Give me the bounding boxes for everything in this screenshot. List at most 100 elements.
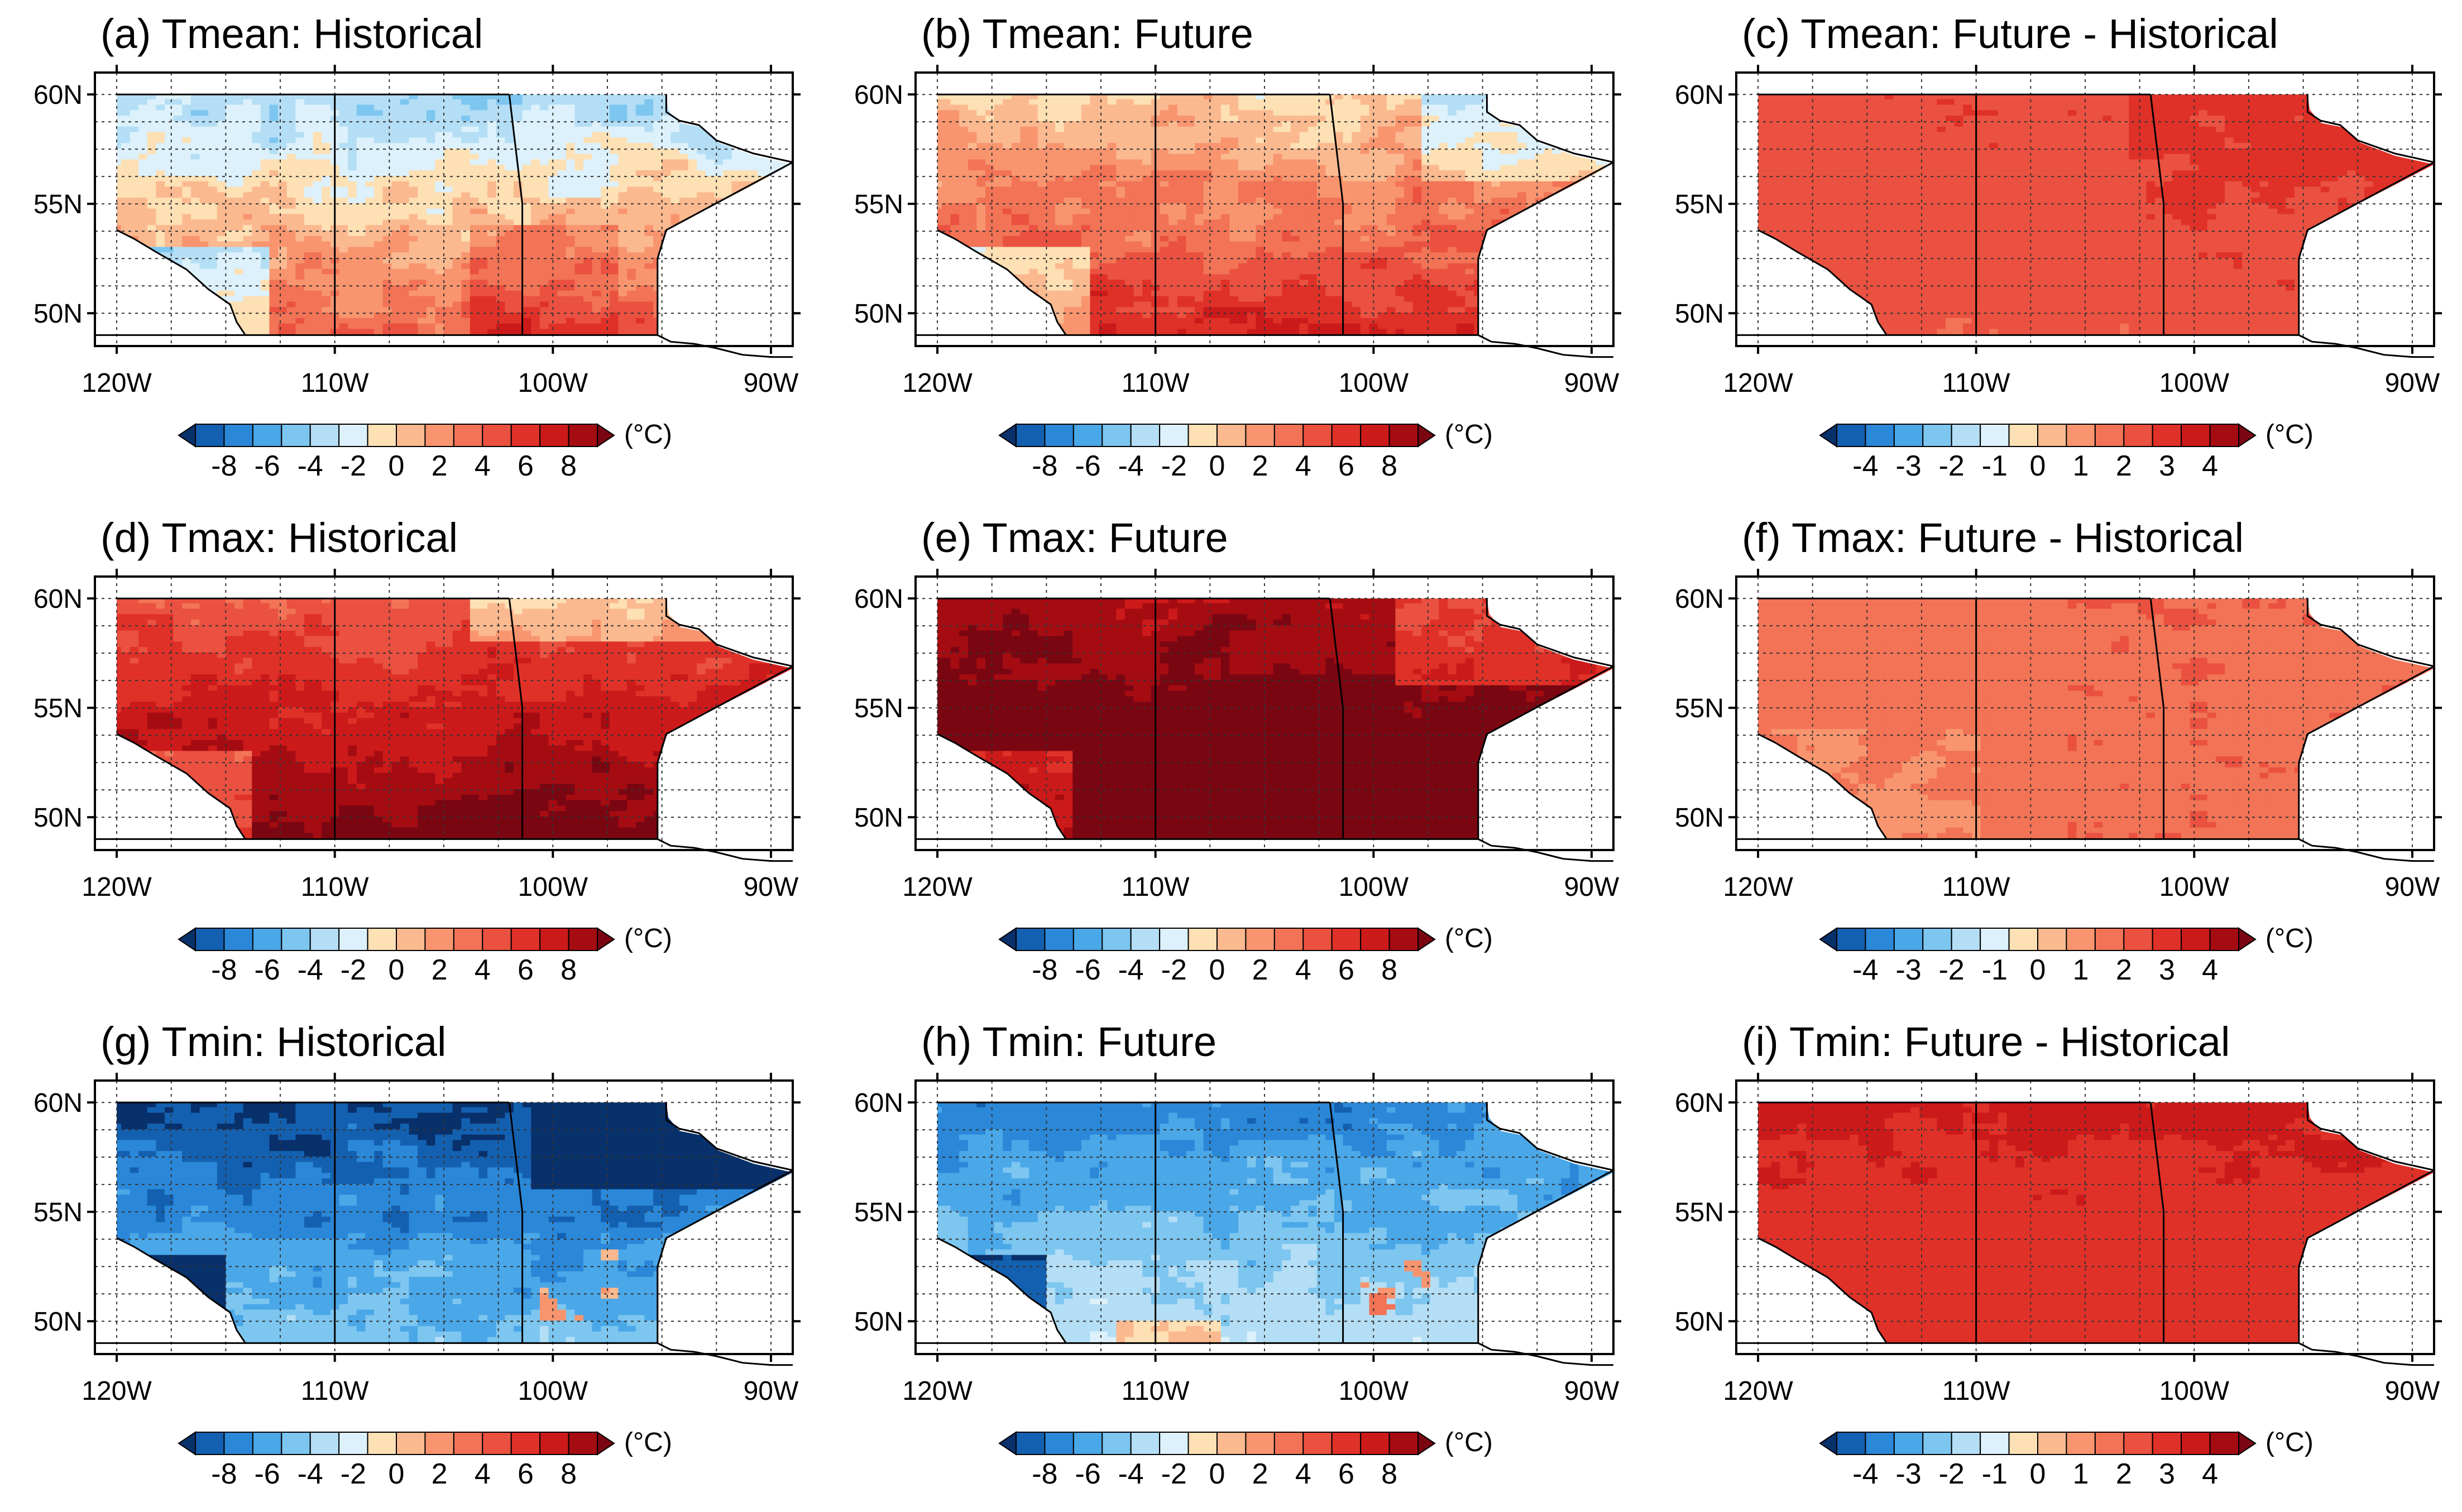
colorbar-tick-label: 4: [2202, 450, 2218, 482]
colorbar-tick-label: -8: [1032, 954, 1057, 986]
panel-b: (b) Tmean: Future 60N 55N 50N 120W 110W 100W 90…: [821, 0, 1641, 504]
map-frame: [1735, 1079, 2435, 1355]
colorbar-tick-label: 0: [2030, 450, 2046, 482]
colorbar-tick-label: -2: [1939, 954, 1965, 986]
colorbar-tick-label: -4: [1852, 1458, 1878, 1490]
colorbar-tick-label: -1: [1982, 1458, 2008, 1490]
panel-h: (h) Tmin: Future 60N 55N 50N 120W 110W 100W 90W…: [821, 1008, 1641, 1512]
lon-tick-label: 100W: [2159, 872, 2230, 902]
lon-tick-label: 90W: [1564, 872, 1620, 902]
panel-a: (a) Tmean: Historical 60N 55N 50N 120W 110W 10…: [0, 0, 821, 504]
lon-tick-label: 120W: [82, 872, 152, 902]
map-frame: [1735, 71, 2435, 347]
colorbar-tick-label: 8: [561, 450, 577, 482]
panel-title: (e) Tmax: Future: [921, 514, 1228, 561]
map-chart-f: 60N 55N 50N 120W 110W 100W 90W -4 -3 -2 -1 0 1 2 3 4 (°C…: [1675, 569, 2442, 986]
lon-tick-label: 110W: [301, 872, 370, 902]
panel-i: (i) Tmin: Future - Historical 60N 55N 50N 12…: [1641, 1008, 2462, 1512]
map-frame: [94, 575, 794, 851]
lon-tick-label: 120W: [1723, 872, 1793, 902]
lat-tick-label: 50N: [33, 803, 83, 833]
colorbar: -4 -3 -2 -1 0 1 2 3 4 (°C): [1819, 924, 2313, 986]
boundaries: [916, 1101, 1614, 1366]
colorbar-tick-label: 2: [1252, 450, 1268, 482]
colorbar-tick-label: 2: [2116, 1458, 2132, 1490]
boundaries: [1736, 597, 2435, 862]
colorbar: -8 -6 -4 -2 0 2 4 6 8 (°C): [998, 924, 1493, 986]
lat-tick-label: 60N: [1675, 1088, 1724, 1118]
lat-tick-label: 60N: [33, 584, 83, 614]
colorbar-tick-label: -8: [1032, 1458, 1057, 1490]
lat-tick-label: 55N: [33, 190, 83, 219]
temperature-field: [937, 94, 1614, 335]
lat-tick-label: 50N: [33, 1307, 83, 1337]
lon-tick-label: 100W: [2159, 368, 2230, 398]
lat-tick-label: 55N: [1675, 1198, 1724, 1227]
colorbar-tick-label: -3: [1895, 1458, 1921, 1490]
colorbar-tick-label: 2: [432, 954, 448, 986]
map-frame: [94, 1079, 794, 1355]
colorbar-tick-label: 4: [1295, 954, 1311, 986]
colorbar-tick-label: -3: [1895, 450, 1921, 482]
lon-tick-label: 90W: [744, 872, 799, 902]
colorbar-unit: (°C): [1445, 420, 1493, 449]
colorbar-tick-label: -2: [341, 450, 366, 482]
colorbar-tick-label: -4: [1118, 954, 1144, 986]
panel-title: (f) Tmax: Future - Historical: [1742, 514, 2244, 561]
colorbar-tick-label: 2: [1252, 954, 1268, 986]
colorbar-tick-label: 0: [389, 954, 405, 986]
lat-tick-label: 55N: [33, 1198, 83, 1227]
colorbar-tick-label: 6: [518, 954, 534, 986]
boundaries: [95, 597, 793, 862]
lon-tick-label: 90W: [744, 1376, 799, 1406]
map-frame: [914, 575, 1615, 851]
colorbar-tick-label: 6: [1338, 450, 1354, 482]
colorbar-tick-label: -1: [1982, 954, 2008, 986]
lon-tick-label: 120W: [82, 1376, 152, 1406]
colorbar-unit: (°C): [1445, 924, 1493, 953]
lon-tick-label: 100W: [2159, 1376, 2230, 1406]
colorbar-unit: (°C): [624, 420, 672, 449]
lon-tick-label: 120W: [82, 368, 152, 398]
colorbar-tick-label: 0: [2030, 1458, 2046, 1490]
lon-tick-label: 90W: [2385, 872, 2440, 902]
colorbar-tick-label: -6: [254, 954, 280, 986]
colorbar-tick-label: 3: [2159, 954, 2175, 986]
colorbar-tick-label: -2: [341, 1458, 366, 1490]
lat-tick-label: 55N: [33, 694, 83, 723]
lon-tick-label: 110W: [1942, 368, 2011, 398]
colorbar-tick-label: 8: [561, 1458, 577, 1490]
map-frame: [914, 1079, 1615, 1355]
colorbar-unit: (°C): [1445, 1428, 1493, 1457]
lat-tick-label: 60N: [854, 1088, 903, 1118]
map-chart-c: 60N 55N 50N 120W 110W 100W 90W -4 -3 -2 -1 0 1 2 3 4 (°C…: [1675, 65, 2442, 482]
lon-tick-label: 100W: [518, 368, 588, 398]
panel-d: (d) Tmax: Historical 60N 55N 50N 120W 110W 100…: [0, 504, 821, 1008]
map-chart-d: 60N 55N 50N 120W 110W 100W 90W -8 -6 -4 -2 0 2 4 6 8 (°C…: [33, 569, 801, 986]
colorbar-tick-label: 2: [2116, 954, 2132, 986]
colorbar-tick-label: -8: [211, 1458, 237, 1490]
lon-tick-label: 110W: [1942, 872, 2011, 902]
lon-tick-label: 100W: [518, 872, 588, 902]
colorbar-tick-label: 0: [1209, 954, 1225, 986]
colorbar-tick-label: -6: [1075, 450, 1100, 482]
panel-title: (b) Tmean: Future: [921, 10, 1253, 57]
colorbar-tick-label: 3: [2159, 450, 2175, 482]
lon-tick-label: 120W: [1723, 368, 1793, 398]
colorbar-unit: (°C): [2265, 924, 2313, 953]
graticule: [1736, 1081, 2434, 1354]
lon-tick-label: 100W: [1339, 368, 1409, 398]
lon-tick-label: 110W: [1122, 1376, 1190, 1406]
lat-tick-label: 50N: [1675, 299, 1724, 329]
colorbar-tick-label: -4: [1852, 954, 1878, 986]
colorbar-tick-label: -2: [1161, 1458, 1187, 1490]
lon-tick-label: 100W: [518, 1376, 588, 1406]
colorbar-tick-label: 1: [2073, 954, 2089, 986]
colorbar-tick-label: -4: [298, 954, 323, 986]
colorbar-tick-label: 2: [432, 1458, 448, 1490]
graticule: [916, 577, 1613, 850]
map-chart-i: 60N 55N 50N 120W 110W 100W 90W -4 -3 -2 -1 0 1 2 3 4 (°C…: [1675, 1073, 2442, 1490]
colorbar-tick-label: 8: [561, 954, 577, 986]
colorbar-tick-label: 6: [1338, 954, 1354, 986]
colorbar-tick-label: 0: [1209, 1458, 1225, 1490]
